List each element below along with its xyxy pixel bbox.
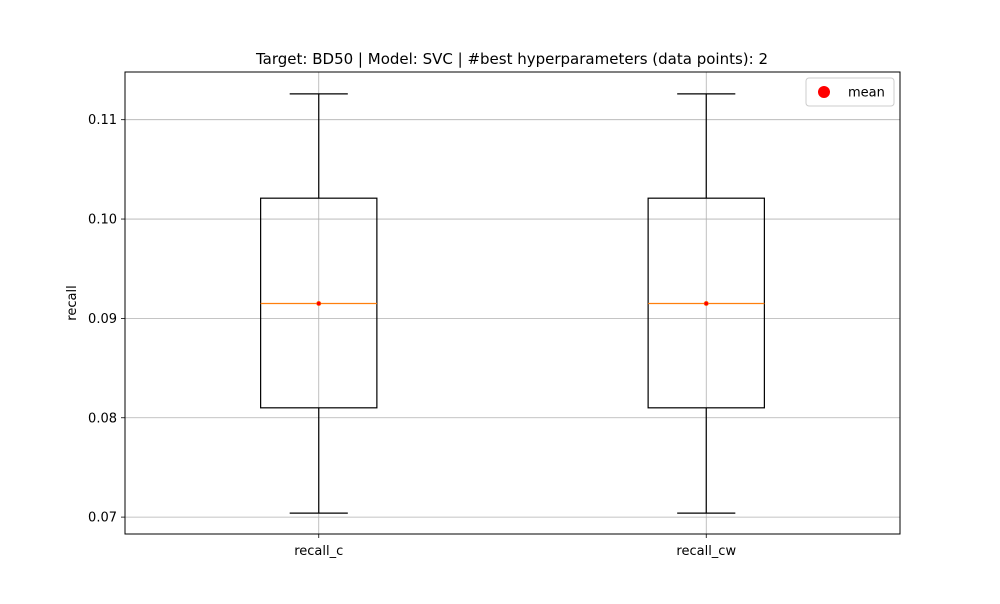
plot-area-frame [124, 71, 901, 535]
y-axis-label: recall [65, 285, 80, 320]
axis-layer: 0.07 0.08 0.09 0.10 0.11 recall_c recall_cw [88, 113, 736, 559]
chart-title: Target: BD50 | Model: SVC | #best hyperp… [255, 50, 768, 68]
box-layer [260, 93, 765, 514]
y-tick-label: 0.09 [88, 312, 117, 327]
mean-marker [316, 300, 322, 306]
box-recall_c [260, 93, 378, 514]
box-recall_cw [647, 93, 765, 514]
y-tick-label: 0.10 [88, 213, 117, 228]
legend-mean-marker [818, 86, 830, 98]
x-tick-label: recall_cw [676, 544, 736, 559]
y-tick-label: 0.11 [88, 113, 117, 128]
y-tick-label: 0.07 [88, 511, 117, 526]
legend: mean [805, 77, 895, 107]
grid-lines [125, 72, 900, 534]
mean-marker [703, 300, 709, 306]
x-tick-label: recall_c [294, 544, 343, 559]
y-tick-label: 0.08 [88, 411, 117, 426]
legend-box [805, 77, 895, 107]
legend-label: mean [848, 86, 885, 101]
